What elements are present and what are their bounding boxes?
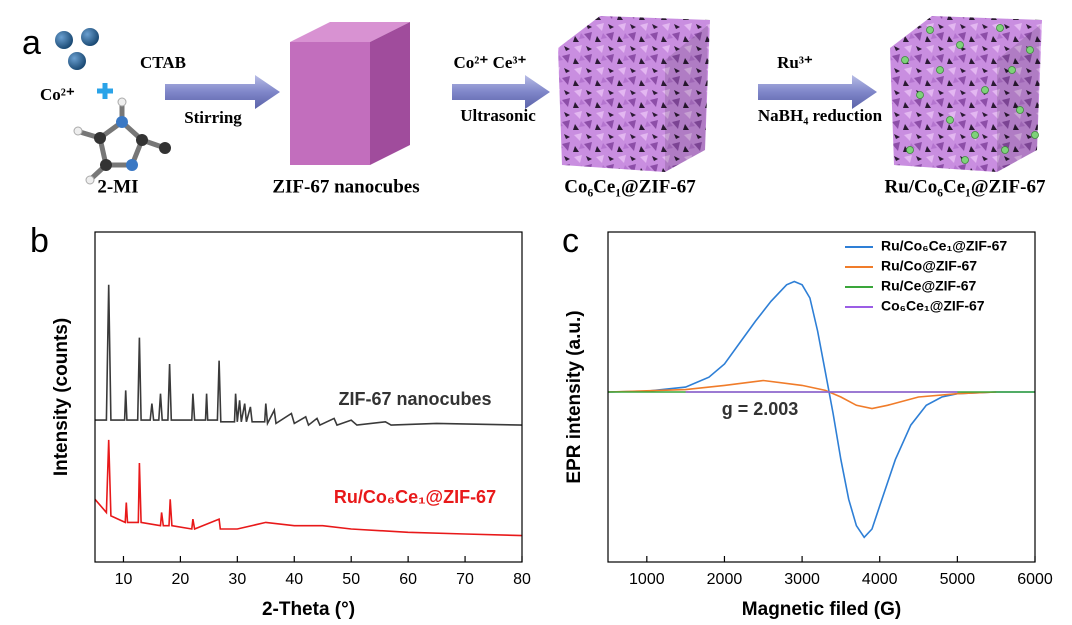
x-tick-label: 6000 <box>1017 571 1053 588</box>
co-ion <box>68 52 86 70</box>
panel-label: a <box>22 24 41 62</box>
reagent: Co²⁺ <box>40 85 75 104</box>
x-tick-label: 40 <box>285 571 303 588</box>
reagent: Ru³⁺ <box>777 53 813 72</box>
nanocube <box>890 16 1042 172</box>
legend-label: Ru/Co@ZIF-67 <box>881 258 977 274</box>
legend-label: Co₆Ce₁@ZIF-67 <box>881 298 985 314</box>
x-tick-label: 1000 <box>629 571 665 588</box>
legend-label: Ru/Co₆Ce₁@ZIF-67 <box>881 238 1007 254</box>
x-tick-label: 3000 <box>784 571 820 588</box>
chart: b 10 20 30 40 50 60 70 80 2-Theta (°) Intensity (c… <box>30 222 531 620</box>
molecule <box>73 97 171 185</box>
step: Stirring <box>184 108 242 127</box>
x-tick-label: 4000 <box>862 571 898 588</box>
annotation: ZIF-67 nanocubes <box>338 389 491 409</box>
label: Co₆Ce₁@ZIF-67 <box>564 176 696 197</box>
step: Ultrasonic <box>460 106 536 125</box>
x-tick-label: 2000 <box>707 571 743 588</box>
label: Ru/Co₆Ce₁@ZIF-67 <box>884 176 1046 197</box>
cube <box>290 22 410 165</box>
series-line <box>95 284 523 427</box>
reagent: CTAB <box>140 53 186 72</box>
x-tick-label: 80 <box>513 571 531 588</box>
label: ZIF-67 nanocubes <box>272 176 419 197</box>
annotation: Ru/Co₆Ce₁@ZIF-67 <box>334 487 496 507</box>
arrow <box>165 75 280 109</box>
plot-frame <box>94 231 523 563</box>
x-tick-label: 30 <box>228 571 246 588</box>
plus-sign <box>97 83 113 99</box>
x-tick-label: 5000 <box>940 571 976 588</box>
y-axis-label: Intensity (counts) <box>51 318 72 476</box>
panel-label: c <box>562 222 579 260</box>
plot-frame <box>607 231 1036 563</box>
co-ion <box>55 31 73 49</box>
x-tick-label: 50 <box>342 571 360 588</box>
arrow <box>452 75 550 109</box>
x-tick-label: 70 <box>456 571 474 588</box>
schematic: a CTAB Co²⁺ 2-MI Stirring <box>22 16 1046 197</box>
x-axis-label: 2-Theta (°) <box>262 599 355 620</box>
x-axis-label: Magnetic filed (G) <box>742 599 901 620</box>
reagent: Co²⁺ Ce³⁺ <box>454 53 527 72</box>
x-tick-label: 10 <box>115 571 133 588</box>
step: NaBH₄ reduction <box>758 106 883 125</box>
legend-label: Ru/Ce@ZIF-67 <box>881 278 977 294</box>
annotation: g = 2.003 <box>722 399 799 419</box>
y-axis-label: EPR intensity (a.u.) <box>564 310 585 483</box>
x-tick-label: 60 <box>399 571 417 588</box>
chart: c 1000 2000 3000 4000 5000 6000 Magnetic filed … <box>562 222 1053 620</box>
co-ion <box>81 28 99 46</box>
x-tick-label: 20 <box>172 571 190 588</box>
series-line <box>607 379 997 410</box>
arrow <box>758 75 877 109</box>
nanocube <box>558 16 710 172</box>
series-line <box>607 280 1035 539</box>
panel-label: b <box>30 222 49 260</box>
series-line <box>94 439 523 537</box>
label: 2-MI <box>97 176 138 197</box>
